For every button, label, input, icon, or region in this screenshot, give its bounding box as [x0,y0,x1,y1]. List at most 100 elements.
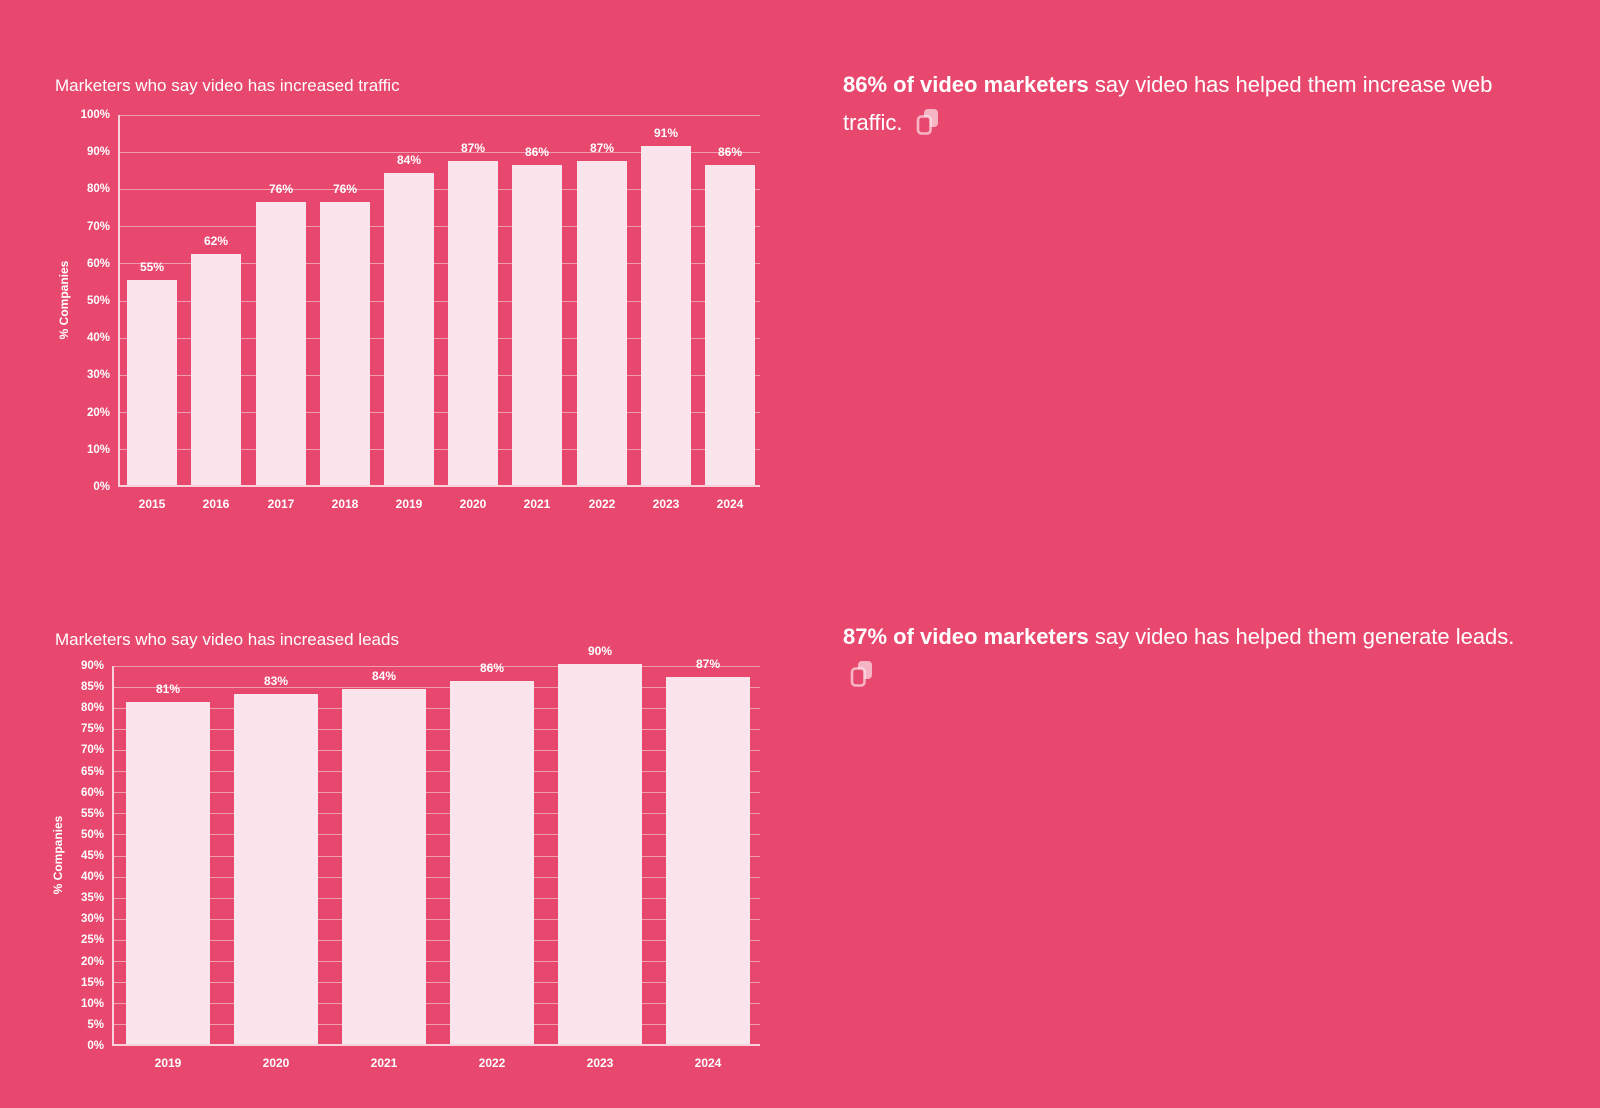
gridline [120,263,760,265]
y-tick-label: 40% [86,332,110,345]
gridline [120,151,760,153]
x-tick-label: 2021 [370,1056,398,1070]
gridline [120,300,760,302]
gridline [120,412,760,414]
y-tick-label: 90% [86,146,110,159]
y-tick-label: 25% [80,934,104,947]
chart-title: Marketers who say video has increased le… [55,630,399,649]
gridline [114,665,760,667]
gridline [114,918,760,920]
y-tick-label: 0% [87,1040,104,1052]
y-tick-label: 20% [86,406,110,419]
y-tick-label: 10% [80,997,104,1010]
y-tick-label: 70% [86,220,110,233]
gridline [114,982,760,984]
gridline [120,337,760,339]
stat-text-traffic: 86% of video marketers say video has hel… [843,66,1543,142]
y-tick-label: 55% [80,807,104,820]
bar-2021 [342,689,426,1044]
x-tick-label: 2016 [202,497,230,511]
bar-2021 [512,165,562,485]
y-tick-label: 15% [80,976,104,989]
bar-2018 [320,202,370,485]
x-tick-label: 2019 [154,1056,182,1070]
bar-2024 [666,677,750,1044]
gridline [120,226,760,228]
y-tick-label: 30% [86,369,110,382]
y-tick-label: 90% [80,660,104,672]
bar-value-label: 55% [139,260,165,274]
x-tick-label: 2015 [138,497,166,511]
bar-2023 [641,146,691,485]
copy-icon[interactable] [916,109,939,135]
bar-2024 [705,165,755,485]
x-tick-label: 2020 [459,497,487,511]
gridline [114,707,760,709]
bar-value-label: 91% [653,126,679,140]
gridline [114,771,760,773]
y-tick-label: 30% [80,913,104,926]
bar-value-label: 86% [479,661,505,675]
gridline [120,114,760,116]
gridline [114,876,760,878]
y-tick-label: 65% [80,765,104,778]
bar-2020 [448,161,498,485]
bar-2023 [558,664,642,1044]
x-tick-label: 2017 [267,497,295,511]
gridline [114,961,760,963]
bar-value-label: 87% [460,141,486,155]
bar-value-label: 76% [268,182,294,196]
bar-value-label: 90% [587,644,613,658]
y-tick-label: 20% [80,955,104,968]
y-tick-label: 50% [86,295,110,307]
plot-area: % Companies 0% 5% 10% 15% 20% 25% 30% 35% 40% 45%… [51,644,760,1070]
stat-rest: say video has helped them increase web t… [843,72,1493,135]
bar-value-label: 84% [371,669,397,683]
gridline [114,792,760,794]
bar-value-label: 86% [524,145,550,159]
gridline [114,1024,760,1026]
y-tick-label: 60% [80,786,104,799]
gridline [114,749,760,751]
bar-2016 [191,254,241,485]
gridline [120,188,760,190]
bar-value-label: 87% [695,657,721,671]
y-tick-label: 70% [80,744,104,757]
bar-value-label: 62% [203,234,229,248]
gridline [114,686,760,688]
stat-text-leads: 87% of video marketers say video has hel… [843,618,1543,694]
x-tick-label: 2019 [395,497,423,511]
gridline [114,855,760,857]
gridline [114,813,760,815]
stat-bold: 87% of video marketers [843,624,1089,649]
bar-value-label: 86% [717,145,743,159]
gridline [114,939,760,941]
chart-title: Marketers who say video has increased tr… [55,76,400,95]
y-tick-label: 100% [80,109,110,121]
y-tick-label: 35% [80,892,104,905]
bar-value-label: 81% [155,682,181,696]
chart-leads: Marketers who say video has increased le… [51,622,775,1070]
stat-bold: 86% of video marketers [843,72,1089,97]
x-tick-label: 2022 [588,497,616,511]
bar-value-label: 83% [263,674,289,688]
gridline [114,834,760,836]
y-tick-label: 75% [80,723,104,736]
bar-value-label: 84% [396,153,422,167]
chart-traffic: Marketers who say video has increased tr… [55,68,775,528]
gridline [114,728,760,730]
gridline [120,449,760,451]
gridline [120,374,760,376]
x-tick-label: 2021 [523,497,551,511]
y-tick-label: 80% [80,702,104,715]
y-tick-label: 80% [86,183,110,196]
bar-2020 [234,694,318,1044]
x-tick-label: 2024 [716,497,744,511]
copy-icon[interactable] [850,661,873,687]
y-tick-label: 85% [80,681,104,694]
bar-2022 [450,681,534,1044]
bar-2019 [384,173,434,485]
gridline [114,897,760,899]
x-tick-label: 2024 [694,1056,722,1070]
